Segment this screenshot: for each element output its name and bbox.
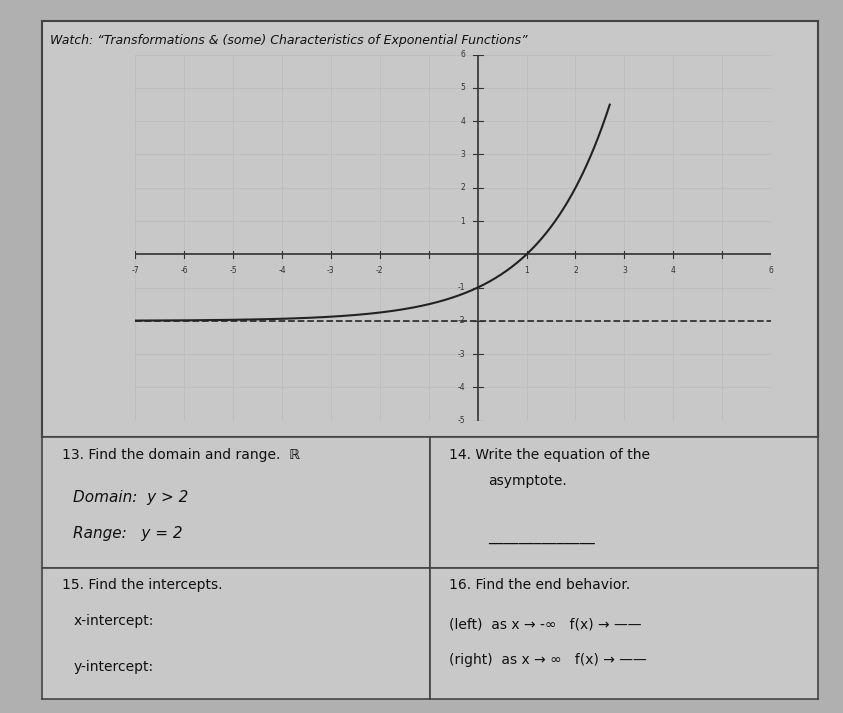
Text: 14. Write the equation of the: 14. Write the equation of the [449, 448, 650, 462]
Text: 15. Find the intercepts.: 15. Find the intercepts. [62, 578, 222, 593]
Text: ______________: ______________ [488, 529, 595, 544]
Text: 13. Find the domain and range.  ℝ: 13. Find the domain and range. ℝ [62, 448, 299, 462]
Text: Watch: “Transformations & (some) Characteristics of Exponential Functions”: Watch: “Transformations & (some) Charact… [50, 34, 528, 47]
Text: x-intercept:: x-intercept: [73, 614, 153, 627]
Text: (right)  as x → ∞   f(x) → ——: (right) as x → ∞ f(x) → —— [449, 653, 647, 667]
Text: Range:   y = 2: Range: y = 2 [73, 526, 183, 541]
Text: asymptote.: asymptote. [488, 474, 566, 488]
Text: y-intercept:: y-intercept: [73, 660, 153, 674]
Text: 16. Find the end behavior.: 16. Find the end behavior. [449, 578, 631, 593]
Text: Domain:  y > 2: Domain: y > 2 [73, 490, 189, 505]
Text: (left)  as x → -∞   f(x) → ——: (left) as x → -∞ f(x) → —— [449, 617, 642, 632]
